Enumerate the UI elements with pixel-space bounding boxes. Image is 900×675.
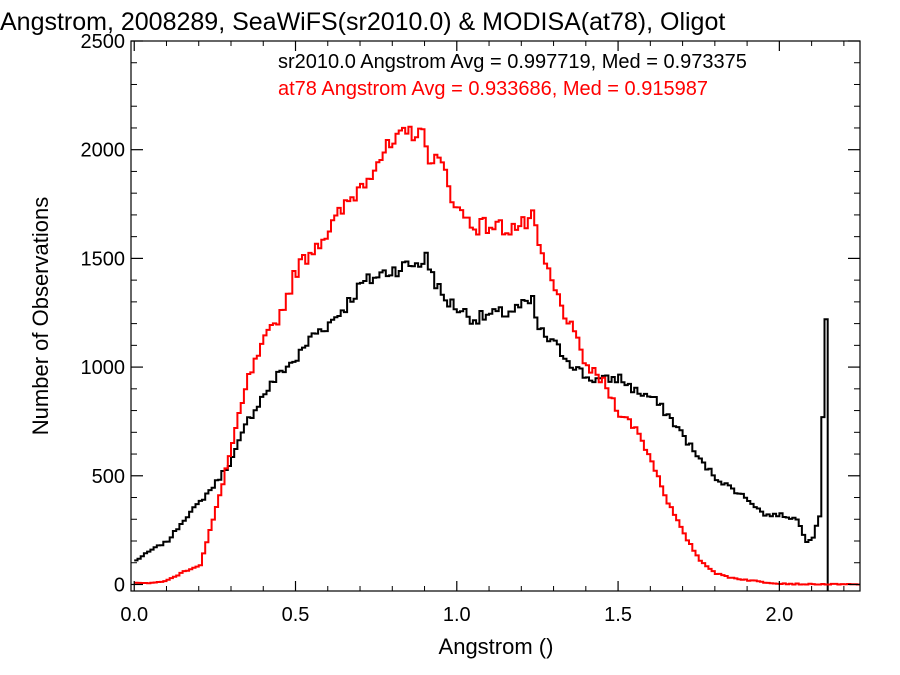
y-tick-label: 2000 [81, 140, 126, 162]
x-tick-label: 1.0 [443, 604, 471, 626]
series-line-0 [134, 251, 829, 591]
y-tick-label: 500 [92, 466, 125, 488]
y-tick-label: 1500 [81, 248, 126, 270]
x-tick-label: 2.0 [765, 604, 793, 626]
y-tick-label: 0 [114, 574, 125, 596]
y-axis-label: Number of Observations [28, 197, 53, 435]
legend-entry-sr2010: sr2010.0 Angstrom Avg = 0.997719, Med = … [278, 51, 747, 73]
y-tick-label: 2500 [81, 31, 126, 53]
ticks-layer: 0.0 0.5 1.0 1.5 2.0 0 500 1000 1500 2000 2500 [81, 31, 860, 626]
y-tick-label: 1000 [81, 357, 126, 379]
series-layer [134, 125, 860, 591]
x-tick-label: 1.5 [604, 604, 632, 626]
x-axis-label: Angstrom () [439, 634, 554, 659]
x-tick-label: 0.0 [120, 604, 148, 626]
x-tick-label: 0.5 [282, 604, 310, 626]
legend-entry-at78: at78 Angstrom Avg = 0.933686, Med = 0.91… [278, 78, 708, 100]
chart-title: Angstrom, 2008289, SeaWiFS(sr2010.0) & M… [0, 8, 725, 36]
series-line-1 [134, 125, 860, 586]
plot-frame [130, 40, 861, 592]
